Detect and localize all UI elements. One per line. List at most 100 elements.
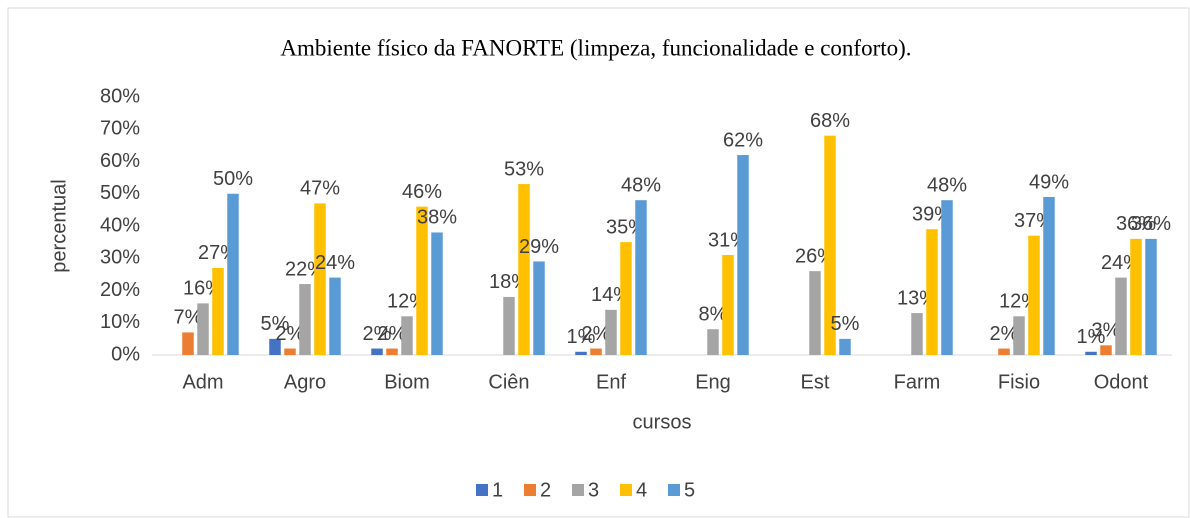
bar <box>1115 277 1127 355</box>
data-label: 2% <box>363 323 392 345</box>
bar <box>635 200 647 355</box>
data-label: 7% <box>174 307 203 329</box>
bar <box>737 155 749 355</box>
data-label: 1% <box>1077 326 1106 348</box>
data-label: 3% <box>1092 320 1121 342</box>
bar <box>590 348 602 355</box>
bar <box>1145 238 1157 355</box>
bar <box>998 348 1010 355</box>
bar <box>431 232 443 355</box>
bar <box>533 261 545 355</box>
bar <box>1043 196 1055 355</box>
legend-swatch <box>572 484 584 496</box>
data-label: 48% <box>927 174 967 196</box>
bar <box>1085 351 1097 355</box>
legend-swatch <box>524 484 536 496</box>
y-tick-label: 50% <box>100 182 140 204</box>
data-label: 50% <box>213 168 253 190</box>
bar <box>503 296 515 355</box>
x-tick-label: Enf <box>596 371 626 393</box>
x-tick-label: Est <box>801 371 830 393</box>
bar <box>575 351 587 355</box>
data-label: 46% <box>402 181 442 203</box>
bar <box>1130 238 1142 355</box>
data-label: 68% <box>810 110 850 132</box>
legend-label: 1 <box>492 479 503 501</box>
x-tick-label: Adm <box>182 371 223 393</box>
bar <box>620 242 632 355</box>
data-label: 29% <box>519 236 559 258</box>
x-axis-label: cursos <box>633 411 692 433</box>
data-label: 36% <box>1116 213 1156 235</box>
y-tick-label: 80% <box>100 85 140 107</box>
bar <box>197 303 209 355</box>
data-label: 24% <box>315 252 355 274</box>
legend-swatch <box>620 484 632 496</box>
bar <box>284 348 296 355</box>
bar <box>518 184 530 355</box>
y-tick-label: 20% <box>100 279 140 301</box>
y-tick-label: 60% <box>100 150 140 172</box>
data-label: 2% <box>378 323 407 345</box>
legend-label: 3 <box>588 479 599 501</box>
bar <box>1100 345 1112 355</box>
bar <box>269 338 281 355</box>
data-label: 5% <box>831 313 860 335</box>
x-tick-label: Eng <box>695 371 731 393</box>
legend-label: 2 <box>540 479 551 501</box>
data-label: 48% <box>621 174 661 196</box>
x-tick-label: Agro <box>284 371 326 393</box>
bar <box>299 284 311 355</box>
data-label: 53% <box>504 158 544 180</box>
x-tick-label: Odont <box>1094 371 1149 393</box>
legend-label: 4 <box>636 479 647 501</box>
y-tick-label: 70% <box>100 118 140 140</box>
data-label: 2% <box>582 323 611 345</box>
chart-frame <box>7 7 1190 518</box>
bar <box>926 229 938 355</box>
data-label: 2% <box>990 323 1019 345</box>
y-tick-label: 30% <box>100 247 140 269</box>
bar <box>212 267 224 355</box>
data-label: 8% <box>699 303 728 325</box>
data-label: 36% <box>1131 213 1171 235</box>
bar <box>182 332 194 355</box>
bar <box>314 203 326 355</box>
bar <box>1013 316 1025 355</box>
bar <box>839 338 851 355</box>
y-axis-label: percentual <box>48 179 70 272</box>
bar <box>1028 235 1040 355</box>
bar <box>809 271 821 355</box>
bar <box>416 206 428 355</box>
data-label: 38% <box>417 207 457 229</box>
data-label: 62% <box>723 129 763 151</box>
chart-title: Ambiente físico da FANORTE (limpeza, fun… <box>280 35 911 60</box>
bar <box>605 309 617 355</box>
data-label: 49% <box>1029 171 1069 193</box>
y-tick-label: 40% <box>100 214 140 236</box>
legend-label: 5 <box>684 479 695 501</box>
bar <box>707 329 719 355</box>
bar <box>401 316 413 355</box>
bar <box>227 193 239 355</box>
bar <box>371 348 383 355</box>
data-label: 1% <box>567 326 596 348</box>
bar <box>911 313 923 355</box>
bar <box>941 200 953 355</box>
legend-swatch <box>476 484 488 496</box>
bar <box>329 277 341 355</box>
x-tick-label: Farm <box>894 371 941 393</box>
y-tick-label: 0% <box>111 343 140 365</box>
bar <box>722 255 734 355</box>
x-tick-label: Fisio <box>998 371 1040 393</box>
x-tick-label: Biom <box>384 371 430 393</box>
data-label: 47% <box>300 178 340 200</box>
x-tick-label: Ciên <box>488 371 529 393</box>
bar <box>386 348 398 355</box>
legend-swatch <box>668 484 680 496</box>
y-tick-label: 10% <box>100 311 140 333</box>
data-label: 5% <box>261 313 290 335</box>
data-label: 2% <box>276 323 305 345</box>
bar <box>824 135 836 355</box>
